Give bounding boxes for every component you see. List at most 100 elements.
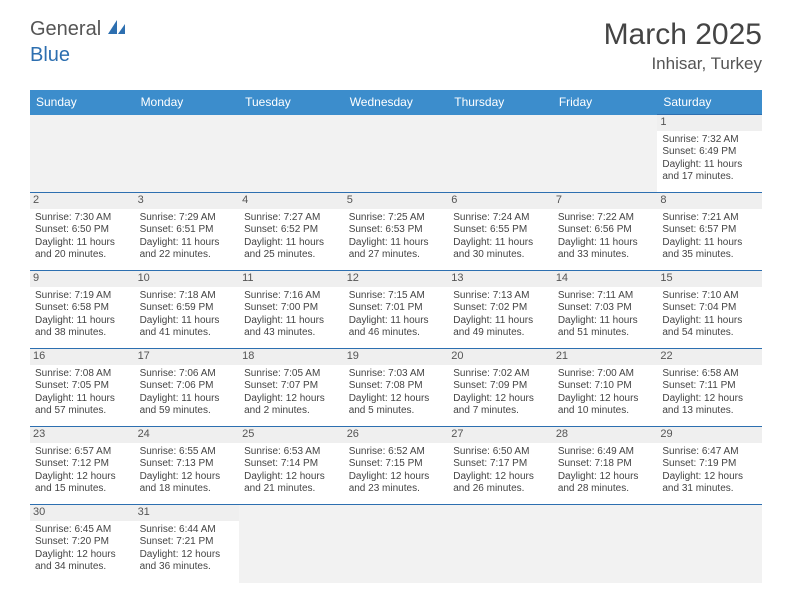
day-number: 15: [657, 271, 762, 287]
day-cell: 17Sunrise: 7:06 AMSunset: 7:06 PMDayligh…: [135, 349, 240, 427]
week-row: 16 Sunrise: 7:08 AMSunset: 7:05 PMDayligh…: [30, 349, 762, 427]
calendar-table: Sunday Monday Tuesday Wednesday Thursday…: [30, 90, 762, 583]
day-info: Sunrise: 7:00 AMSunset: 7:10 PMDaylight:…: [557, 367, 654, 418]
day-number: 3: [135, 193, 240, 209]
day-number: 27: [448, 427, 553, 443]
day-cell: 4 Sunrise: 7:27 AMSunset: 6:52 PMDaylight…: [239, 193, 344, 271]
day-number: 4: [239, 193, 344, 209]
logo-sub: Blue: [30, 44, 70, 67]
day-cell: 21 Sunrise: 7:00 AMSunset: 7:10 PMDayligh…: [553, 349, 658, 427]
day-info: Sunrise: 7:25 AMSunset: 6:53 PMDaylight:…: [348, 211, 445, 262]
sail-icon: [106, 18, 128, 41]
day-number: 21: [553, 349, 658, 365]
weekday-header: Wednesday: [344, 90, 449, 115]
day-info: Sunrise: 7:30 AMSunset: 6:50 PMDaylight:…: [34, 211, 131, 262]
day-info: Sunrise: 7:22 AMSunset: 6:56 PMDaylight:…: [557, 211, 654, 262]
day-info: Sunrise: 7:32 AMSunset: 6:49 PMDaylight:…: [661, 133, 758, 184]
logo-text-general: General: [30, 18, 101, 41]
blank-cell: [448, 115, 553, 193]
day-number: 31: [135, 505, 240, 521]
blank-cell: [448, 505, 553, 583]
weekday-header: Saturday: [657, 90, 762, 115]
day-cell: 5Sunrise: 7:25 AMSunset: 6:53 PMDaylight…: [344, 193, 449, 271]
logo-text-blue: Blue: [30, 44, 70, 66]
day-cell: 3 Sunrise: 7:29 AMSunset: 6:51 PMDaylight…: [135, 193, 240, 271]
blank-cell: [344, 505, 449, 583]
day-number: 29: [657, 427, 762, 443]
day-number: 7: [553, 193, 658, 209]
weekday-header: Sunday: [30, 90, 135, 115]
day-info: Sunrise: 6:58 AMSunset: 7:11 PMDaylight:…: [661, 367, 758, 418]
day-info: Sunrise: 6:57 AMSunset: 7:12 PMDaylight:…: [34, 445, 131, 496]
month-title: March 2025: [604, 18, 762, 52]
day-info: Sunrise: 6:55 AMSunset: 7:13 PMDaylight:…: [139, 445, 236, 496]
day-info: Sunrise: 6:47 AMSunset: 7:19 PMDaylight:…: [661, 445, 758, 496]
day-cell: 18Sunrise: 7:05 AMSunset: 7:07 PMDayligh…: [239, 349, 344, 427]
day-number: 30: [30, 505, 135, 521]
blank-cell: [553, 505, 658, 583]
location: Inhisar, Turkey: [604, 54, 762, 74]
day-cell: 7 Sunrise: 7:22 AMSunset: 6:56 PMDaylight…: [553, 193, 658, 271]
day-cell: 20Sunrise: 7:02 AMSunset: 7:09 PMDayligh…: [448, 349, 553, 427]
day-cell: 28 Sunrise: 6:49 AMSunset: 7:18 PMDayligh…: [553, 427, 658, 505]
day-cell: 24Sunrise: 6:55 AMSunset: 7:13 PMDayligh…: [135, 427, 240, 505]
blank-cell: [553, 115, 658, 193]
day-number: 16: [30, 349, 135, 365]
day-number: 10: [135, 271, 240, 287]
day-info: Sunrise: 7:15 AMSunset: 7:01 PMDaylight:…: [348, 289, 445, 340]
day-number: 22: [657, 349, 762, 365]
day-number: 9: [30, 271, 135, 287]
day-cell: 6Sunrise: 7:24 AMSunset: 6:55 PMDaylight…: [448, 193, 553, 271]
day-number: 12: [344, 271, 449, 287]
day-info: Sunrise: 7:11 AMSunset: 7:03 PMDaylight:…: [557, 289, 654, 340]
day-cell: 11Sunrise: 7:16 AMSunset: 7:00 PMDayligh…: [239, 271, 344, 349]
header: General March 2025 Inhisar, Turkey: [0, 0, 792, 82]
day-cell: 31Sunrise: 6:44 AMSunset: 7:21 PMDayligh…: [135, 505, 240, 583]
day-info: Sunrise: 7:10 AMSunset: 7:04 PMDaylight:…: [661, 289, 758, 340]
weekday-header: Tuesday: [239, 90, 344, 115]
day-info: Sunrise: 7:29 AMSunset: 6:51 PMDaylight:…: [139, 211, 236, 262]
day-number: 28: [553, 427, 658, 443]
title-block: March 2025 Inhisar, Turkey: [604, 18, 762, 74]
blank-cell: [344, 115, 449, 193]
day-info: Sunrise: 6:49 AMSunset: 7:18 PMDaylight:…: [557, 445, 654, 496]
day-number: 2: [30, 193, 135, 209]
weekday-header: Thursday: [448, 90, 553, 115]
day-cell: 9Sunrise: 7:19 AMSunset: 6:58 PMDaylight…: [30, 271, 135, 349]
week-row: 9Sunrise: 7:19 AMSunset: 6:58 PMDaylight…: [30, 271, 762, 349]
blank-cell: [135, 115, 240, 193]
week-row: 1 Sunrise: 7:32 AMSunset: 6:49 PMDaylight…: [30, 115, 762, 193]
day-cell: 1 Sunrise: 7:32 AMSunset: 6:49 PMDaylight…: [657, 115, 762, 193]
day-number: 13: [448, 271, 553, 287]
blank-cell: [239, 115, 344, 193]
day-number: 1: [657, 115, 762, 131]
day-info: Sunrise: 7:06 AMSunset: 7:06 PMDaylight:…: [139, 367, 236, 418]
day-info: Sunrise: 7:18 AMSunset: 6:59 PMDaylight:…: [139, 289, 236, 340]
day-info: Sunrise: 7:08 AMSunset: 7:05 PMDaylight:…: [34, 367, 131, 418]
day-info: Sunrise: 7:03 AMSunset: 7:08 PMDaylight:…: [348, 367, 445, 418]
day-info: Sunrise: 6:45 AMSunset: 7:20 PMDaylight:…: [34, 523, 131, 574]
day-cell: 2 Sunrise: 7:30 AMSunset: 6:50 PMDaylight…: [30, 193, 135, 271]
day-cell: 30 Sunrise: 6:45 AMSunset: 7:20 PMDayligh…: [30, 505, 135, 583]
day-info: Sunrise: 7:21 AMSunset: 6:57 PMDaylight:…: [661, 211, 758, 262]
day-number: 6: [448, 193, 553, 209]
weekday-header: Friday: [553, 90, 658, 115]
day-number: 20: [448, 349, 553, 365]
day-cell: 12 Sunrise: 7:15 AMSunset: 7:01 PMDayligh…: [344, 271, 449, 349]
blank-cell: [657, 505, 762, 583]
day-cell: 22 Sunrise: 6:58 AMSunset: 7:11 PMDayligh…: [657, 349, 762, 427]
logo: General: [30, 18, 130, 41]
day-info: Sunrise: 6:53 AMSunset: 7:14 PMDaylight:…: [243, 445, 340, 496]
day-number: 19: [344, 349, 449, 365]
day-number: 18: [239, 349, 344, 365]
day-cell: 23Sunrise: 6:57 AMSunset: 7:12 PMDayligh…: [30, 427, 135, 505]
day-cell: 13 Sunrise: 7:13 AMSunset: 7:02 PMDayligh…: [448, 271, 553, 349]
day-info: Sunrise: 7:13 AMSunset: 7:02 PMDaylight:…: [452, 289, 549, 340]
weekday-header: Monday: [135, 90, 240, 115]
day-cell: 26Sunrise: 6:52 AMSunset: 7:15 PMDayligh…: [344, 427, 449, 505]
day-info: Sunrise: 7:27 AMSunset: 6:52 PMDaylight:…: [243, 211, 340, 262]
day-cell: 25 Sunrise: 6:53 AMSunset: 7:14 PMDayligh…: [239, 427, 344, 505]
day-info: Sunrise: 7:16 AMSunset: 7:00 PMDaylight:…: [243, 289, 340, 340]
day-number: 25: [239, 427, 344, 443]
day-cell: 14Sunrise: 7:11 AMSunset: 7:03 PMDayligh…: [553, 271, 658, 349]
